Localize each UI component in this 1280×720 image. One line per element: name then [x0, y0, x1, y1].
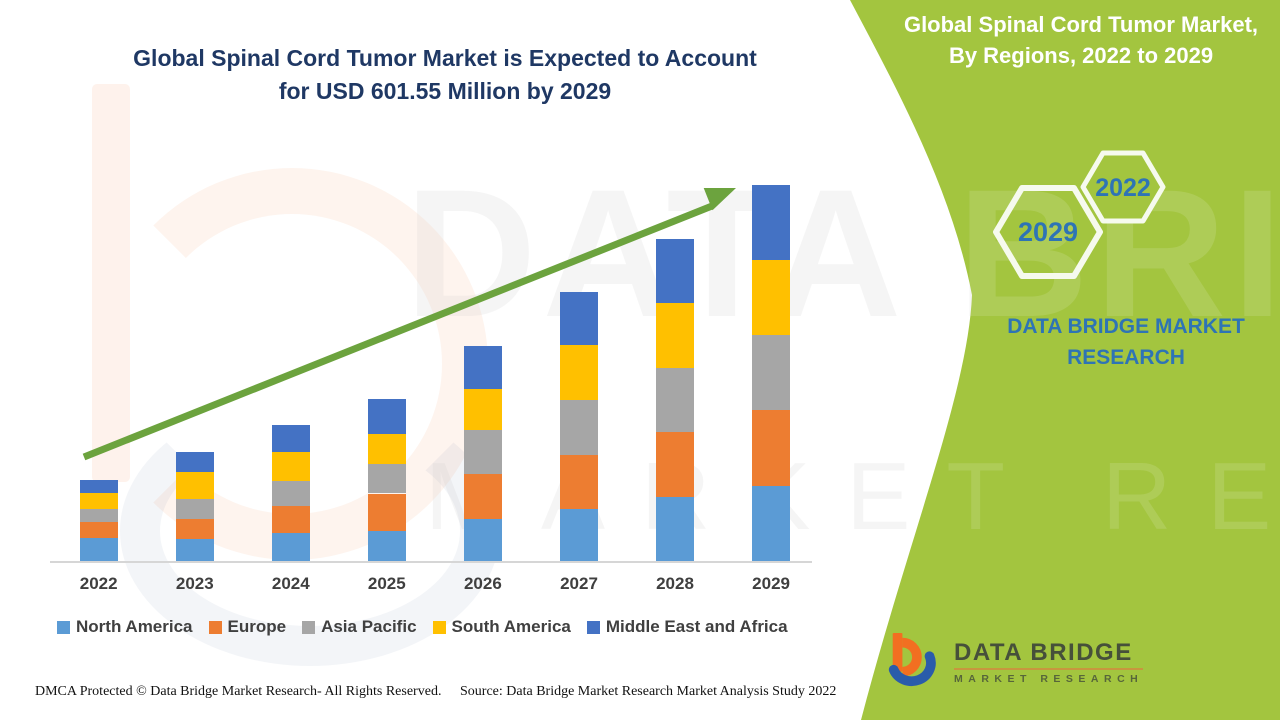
bar-segment-europe-2028: [656, 431, 694, 498]
bar-segment-north-america-2026: [463, 519, 502, 561]
legend-item-europe: Europe: [208, 617, 287, 637]
source-note: Source: Data Bridge Market Research Mark…: [460, 684, 837, 699]
bar-segment-middle-east-and-africa-2024: [271, 425, 310, 453]
x-axis-label-2024: 2024: [271, 574, 310, 593]
bar-segment-europe-2029: [752, 409, 791, 486]
legend-item-middle-east-and-africa: Middle East and Africa: [586, 617, 788, 637]
bar-segment-north-america-2028: [656, 497, 694, 562]
bar-segment-europe-2024: [271, 505, 310, 533]
bar-segment-middle-east-and-africa-2027: [560, 292, 598, 345]
bar-segment-south-america-2024: [271, 452, 310, 481]
legend-item-asia-pacific: Asia Pacific: [302, 617, 417, 637]
x-axis-label-2028: 2028: [656, 574, 694, 593]
bar-segment-europe-2022: [79, 521, 118, 538]
bar-segment-south-america-2029: [752, 259, 791, 335]
bar-segment-asia-pacific-2024: [271, 480, 310, 506]
bar-segment-north-america-2023: [175, 539, 214, 561]
legend-label-europe: Europe: [227, 617, 287, 636]
dmca-notice: DMCA Protected © Data Bridge Market Rese…: [35, 684, 442, 699]
bar-segment-europe-2025: [367, 493, 406, 531]
bar-segment-middle-east-and-africa-2029: [752, 185, 791, 260]
bar-segment-middle-east-and-africa-2025: [367, 398, 406, 434]
bar-segment-asia-pacific-2029: [752, 334, 791, 410]
bar-segment-europe-2027: [560, 455, 598, 510]
bar-segment-south-america-2022: [79, 493, 118, 510]
bar-segment-asia-pacific-2023: [175, 499, 214, 520]
x-axis-label-2029: 2029: [752, 574, 790, 593]
bar-segment-asia-pacific-2028: [656, 368, 694, 432]
bar-segment-north-america-2029: [752, 485, 791, 561]
bar-segment-middle-east-and-africa-2023: [175, 452, 214, 473]
bar-segment-asia-pacific-2026: [463, 430, 502, 474]
legend-label-middle-east-and-africa: Middle East and Africa: [605, 617, 788, 636]
bar-segment-asia-pacific-2027: [560, 400, 598, 456]
bar-segment-south-america-2027: [560, 344, 598, 401]
bar-segment-north-america-2027: [560, 509, 598, 561]
legend-item-north-america: North America: [57, 617, 193, 637]
x-axis-label-2022: 2022: [79, 574, 118, 593]
chart-title: Global Spinal Cord Tumor Market is Expec…: [95, 42, 795, 108]
legend-label-south-america: South America: [451, 617, 571, 636]
bar-segment-south-america-2028: [656, 302, 694, 369]
x-axis-label-2023: 2023: [175, 574, 214, 593]
x-axis-label-2027: 2027: [560, 574, 598, 593]
bar-segment-asia-pacific-2025: [367, 463, 406, 494]
chart-title-line1: Global Spinal Cord Tumor Market is Expec…: [133, 45, 757, 71]
legend-swatch-south-america: [432, 620, 446, 634]
bar-segment-south-america-2025: [367, 433, 406, 464]
bar-segment-south-america-2023: [175, 472, 214, 500]
bar-segment-europe-2026: [463, 473, 502, 520]
legend-swatch-asia-pacific: [302, 620, 316, 634]
legend-label-asia-pacific: Asia Pacific: [321, 617, 417, 636]
bar-segment-asia-pacific-2022: [79, 509, 118, 522]
x-axis-label-2025: 2025: [367, 574, 406, 593]
legend-swatch-europe: [208, 620, 222, 634]
legend-swatch-middle-east-and-africa: [586, 620, 600, 634]
x-axis-line: [50, 561, 812, 563]
legend-item-south-america: South America: [432, 617, 571, 637]
bar-segment-south-america-2026: [463, 388, 502, 431]
chart-legend: North America Europe Asia Pacific South Ame…: [57, 617, 788, 637]
bar-segment-middle-east-and-africa-2028: [656, 238, 694, 303]
bar-segment-middle-east-and-africa-2022: [79, 479, 118, 494]
legend-swatch-north-america: [57, 620, 70, 634]
bar-segment-europe-2023: [175, 519, 214, 540]
legend-label-north-america: North America: [76, 617, 193, 636]
x-axis-label-2026: 2026: [463, 574, 502, 593]
bar-segment-north-america-2022: [79, 537, 118, 561]
bar-segment-north-america-2024: [271, 532, 310, 561]
bar-segment-north-america-2025: [367, 531, 406, 561]
bar-segment-middle-east-and-africa-2026: [463, 345, 502, 389]
chart-title-line2: for USD 601.55 Million by 2029: [278, 78, 612, 104]
